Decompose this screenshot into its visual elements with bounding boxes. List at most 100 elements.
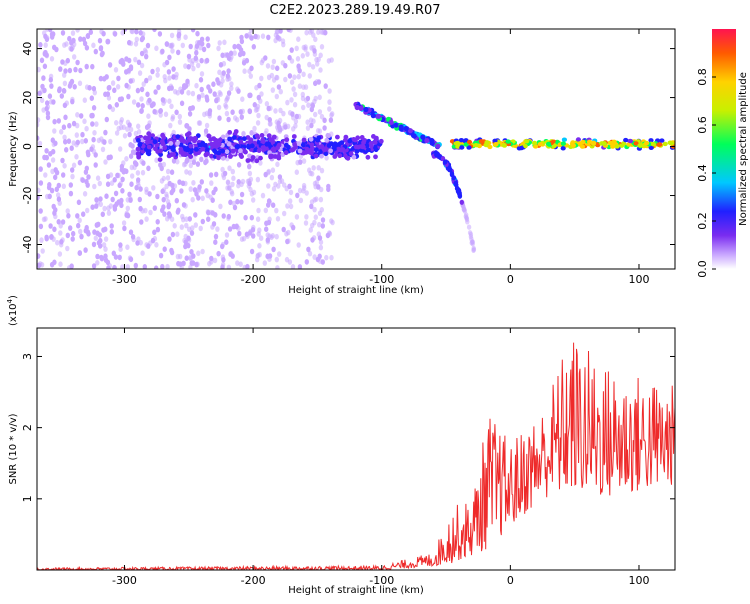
- spectrogram-cell: [60, 237, 65, 243]
- spectrogram-cell: [52, 226, 57, 233]
- spectrogram-cell: [151, 185, 156, 191]
- spectrogram-cell: [263, 207, 268, 214]
- spectrogram-cell: [343, 134, 349, 140]
- spectrogram-cell: [305, 119, 310, 125]
- spectrogram-cell: [189, 260, 194, 267]
- spectrogram-cell: [167, 54, 172, 61]
- spectrogram-cell: [84, 84, 90, 90]
- snr-xtick-label: -200: [241, 574, 266, 587]
- spectrogram-cell: [122, 168, 128, 174]
- spectrogram-cell: [116, 75, 121, 82]
- spectrogram-cell: [316, 165, 321, 171]
- spectrogram-cell: [586, 139, 593, 144]
- spectrogram-cell: [249, 143, 255, 149]
- spectrogram-cell: [248, 29, 254, 33]
- spectrogram-cell: [166, 69, 172, 75]
- spectrogram-cell: [172, 223, 177, 229]
- spectrogram-cell: [84, 178, 89, 185]
- spectrogram-cell: [546, 141, 552, 147]
- spectrogram-cell: [466, 224, 472, 230]
- spectrogram-cell: [220, 134, 226, 140]
- spectrogram-cell: [171, 74, 176, 80]
- spectrogram-cell: [51, 141, 56, 148]
- spectrogram-cell: [136, 123, 141, 130]
- spectrogram-cell: [276, 154, 281, 159]
- spectrogram-cell: [318, 244, 324, 251]
- spectrogram-cell: [245, 158, 251, 163]
- spectrogram-cell: [322, 125, 327, 131]
- spectrogram-cell: [443, 159, 448, 165]
- spectrogram-cell: [55, 239, 60, 246]
- spectrogram-cell: [213, 239, 218, 245]
- spectrogram-cell: [230, 148, 236, 154]
- spectrogram-cell: [308, 227, 313, 233]
- spectrogram-cell: [449, 172, 455, 178]
- spectrogram-cell: [154, 242, 159, 248]
- spectrogram-cell: [179, 89, 185, 95]
- spectrogram-cell: [138, 186, 143, 192]
- spectrogram-cell: [52, 210, 57, 216]
- spectrogram-cell: [228, 251, 233, 257]
- spectrogram-cell: [158, 112, 163, 118]
- spectrogram-cell: [275, 265, 280, 269]
- spectrogram-cell: [128, 229, 134, 235]
- spectrogram-cell: [250, 155, 256, 160]
- spectrogram-cell: [411, 133, 417, 139]
- spectrogram-cell: [82, 191, 88, 197]
- spectrogram-cell: [317, 221, 322, 228]
- spectrogram-cell: [274, 233, 279, 240]
- spectrogram-cell: [140, 169, 146, 176]
- spectrogram-cell: [43, 49, 48, 56]
- spectrogram-cell: [82, 40, 88, 47]
- spectrogram-cell: [324, 155, 329, 161]
- spectrogram-cell: [258, 98, 263, 104]
- spectrogram-cell: [166, 203, 171, 210]
- spectrogram-cell: [116, 125, 121, 132]
- spectrogram-cell: [311, 32, 316, 38]
- spectrogram-cell: [256, 112, 261, 119]
- colorbar-tick-label: 0.2: [696, 212, 709, 230]
- spectrogram-cell: [71, 140, 76, 146]
- spectrogram-cell: [297, 187, 303, 194]
- spectrogram-cell: [492, 138, 498, 143]
- spectrogram-cell: [255, 34, 261, 40]
- spectrogram-cell: [86, 231, 91, 237]
- spectrogram-cell: [91, 42, 96, 49]
- spectrogram-cell: [40, 83, 45, 90]
- spectrogram-cell: [327, 99, 332, 105]
- spectrogram-cell: [288, 198, 293, 204]
- spectrogram-cell: [284, 137, 290, 143]
- spectrogram-cell: [139, 36, 145, 43]
- spectrogram-cell: [256, 148, 262, 154]
- spectrogram-cell: [152, 29, 157, 33]
- spectrogram-cell: [204, 110, 210, 117]
- spectrogram-cell: [174, 197, 179, 204]
- spectrogram-cell: [218, 62, 224, 68]
- spectrogram-cell: [161, 135, 167, 141]
- spectrogram-cell: [60, 219, 66, 225]
- spectrogram-cell: [204, 122, 210, 129]
- spectrogram-ylabel: Frequency (Hz): [8, 111, 19, 187]
- spectrogram-cell: [309, 122, 314, 129]
- spectrogram-cell: [601, 141, 607, 146]
- spectrogram-cell: [274, 256, 279, 263]
- spectrogram-cell: [227, 185, 232, 191]
- spectrogram-cell: [239, 236, 245, 242]
- spectrogram-cell: [78, 228, 83, 235]
- spectrogram-cell: [351, 154, 357, 160]
- spectrogram-cell: [237, 230, 242, 237]
- spectrogram-cell: [144, 77, 149, 84]
- spectrogram-cell: [56, 192, 61, 198]
- spectrogram-cell: [103, 236, 109, 242]
- spectrogram-cell: [259, 235, 264, 241]
- spectrogram-cell: [105, 91, 111, 97]
- spectrogram-cell: [175, 158, 180, 165]
- spectrogram-cell: [135, 151, 141, 157]
- spectrogram-cell: [211, 81, 216, 87]
- spectrogram-cell: [241, 131, 246, 137]
- spectrogram-ytick-label: 0: [21, 143, 34, 150]
- spectrogram-cell: [100, 146, 106, 153]
- spectrogram-cell: [78, 36, 83, 42]
- spectrogram-cell: [312, 219, 317, 226]
- spectrogram-cell: [235, 260, 240, 266]
